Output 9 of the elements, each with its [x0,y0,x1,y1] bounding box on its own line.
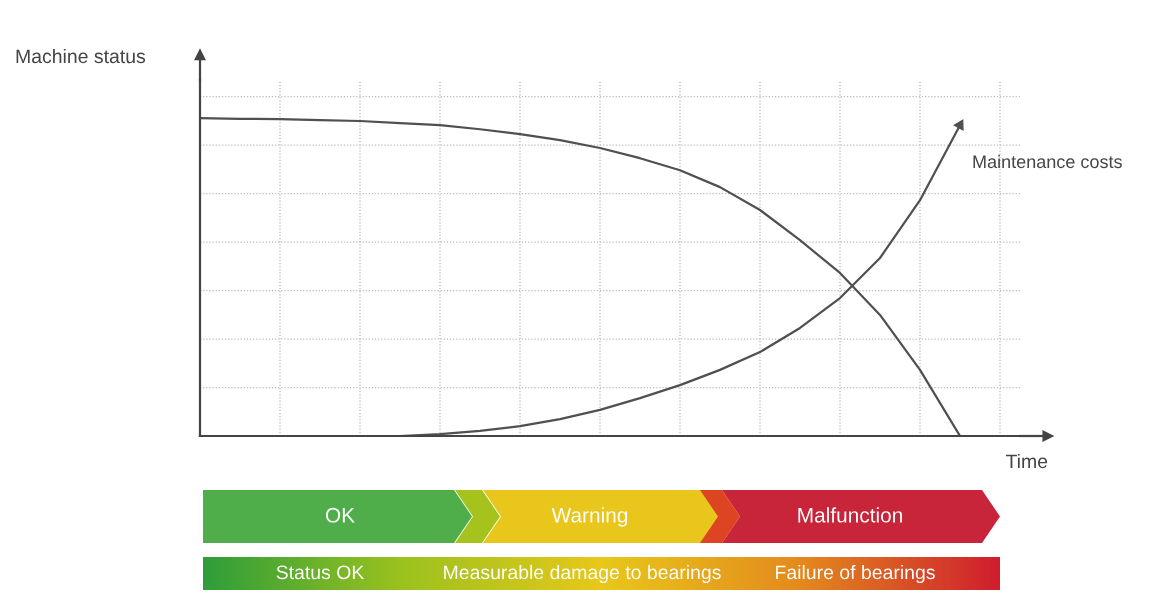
x-axis-title: Time [1005,453,1048,469]
text: OK [325,507,355,523]
y-axis-title: Machine status [16,48,146,64]
text: Failure of bearings [776,564,935,584]
text: Status OK [276,565,365,580]
text: Warning [551,507,628,527]
text: Malfunction [798,507,902,523]
series-label: Maintenance costs [973,154,1122,169]
text: Measurable damage to bearings [444,564,721,584]
